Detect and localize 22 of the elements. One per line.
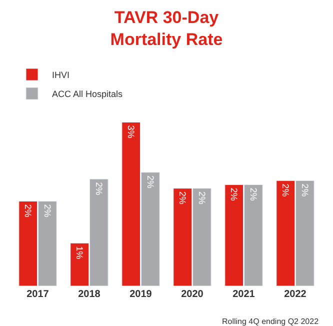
data-label: 2% [229,188,240,201]
x-tick-label: 2017 [26,289,50,300]
data-label: 3% [126,125,136,138]
legend-label: IHVI [52,70,70,80]
x-tick-label: 2019 [130,289,152,300]
data-label: 1% [74,246,85,260]
data-label: 2% [42,204,52,218]
data-label: 2% [94,182,104,196]
data-label: 2% [23,204,34,218]
x-tick-label: 2021 [232,289,256,300]
data-label: 2% [300,184,310,197]
x-tick-label: 2020 [181,289,204,300]
data-label: 2% [248,188,258,201]
x-tick-label: 2022 [284,289,307,300]
chart-title: TAVR 30-Day Mortality Rate [110,8,223,49]
text: Rolling 4Q ending Q2 2022 [222,317,320,326]
data-label: 2% [178,191,188,204]
data-label: 2% [280,184,291,197]
legend-label: ACC All Hospitals [52,89,124,100]
data-label: 2% [196,191,207,204]
x-tick-label: 2018 [78,289,101,300]
data-label: 2% [145,175,156,188]
